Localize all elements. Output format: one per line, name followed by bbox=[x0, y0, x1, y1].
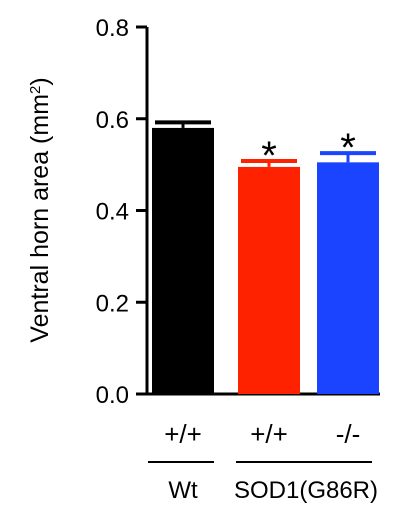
y-axis-title-main: Ventral horn area (mm bbox=[26, 94, 54, 343]
y-ticks: 0.0 0.2 0.4 0.6 0.8 bbox=[96, 15, 147, 409]
group-label-sod1: SOD1(G86R) bbox=[234, 477, 378, 504]
y-axis: 0.0 0.2 0.4 0.6 0.8 bbox=[96, 15, 149, 409]
significance-markers: * * bbox=[261, 126, 356, 178]
genotype-label: +/+ bbox=[250, 419, 288, 449]
bar bbox=[152, 127, 214, 395]
bars bbox=[152, 127, 379, 395]
genotype-label: +/+ bbox=[164, 419, 202, 449]
significance-asterisk: * bbox=[340, 126, 356, 170]
y-tick-label: 0.0 bbox=[96, 382, 129, 409]
y-axis-title-superscript: 2 bbox=[27, 86, 44, 94]
y-tick-label: 0.6 bbox=[96, 107, 129, 134]
y-axis-title-suffix: ) bbox=[26, 77, 54, 85]
error-bars bbox=[155, 120, 376, 167]
bar bbox=[317, 162, 379, 394]
bar bbox=[238, 166, 300, 394]
y-tick-label: 0.2 bbox=[96, 290, 129, 317]
y-tick-label: 0.8 bbox=[96, 15, 129, 42]
genotype-label: -/- bbox=[336, 419, 361, 449]
x-tick-labels: +/+ +/+ -/- bbox=[164, 419, 360, 449]
y-axis-title: Ventral horn area (mm2) bbox=[26, 77, 54, 342]
y-tick-label: 0.4 bbox=[96, 199, 129, 226]
significance-asterisk: * bbox=[261, 134, 277, 178]
group-label-wt: Wt bbox=[168, 477, 198, 504]
